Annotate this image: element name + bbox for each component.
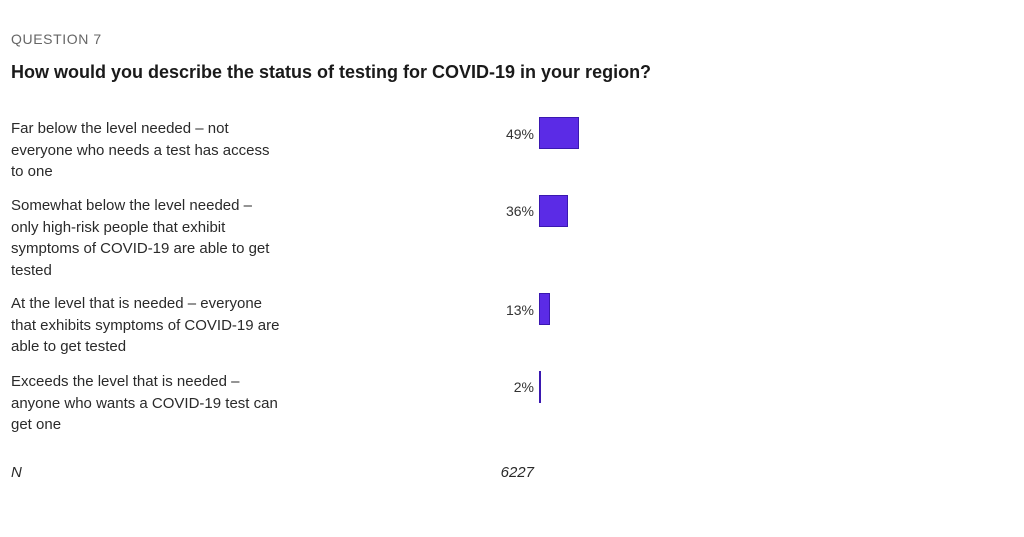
bar-far-below [539,117,579,149]
value-label-far-below: 49% [505,126,534,142]
question-number: QUESTION 7 [11,31,102,47]
bar-somewhat-below [539,195,568,227]
n-value: 6227 [500,464,534,481]
n-label: N [11,464,22,481]
row-label-far-below: Far below the level needed – not everyon… [11,120,270,180]
value-label-exceeds: 2% [513,379,534,395]
row-label-at-level: At the level that is needed – everyone t… [11,295,280,355]
bar-at-level [539,293,550,325]
row-label-exceeds: Exceeds the level that is needed – anyon… [11,373,278,433]
row-label-somewhat-below: Somewhat below the level needed – only h… [11,197,270,279]
question-title: How would you describe the status of tes… [11,62,652,82]
bar-exceeds [539,371,541,403]
value-label-somewhat-below: 36% [505,203,534,219]
value-label-at-level: 13% [505,302,534,318]
